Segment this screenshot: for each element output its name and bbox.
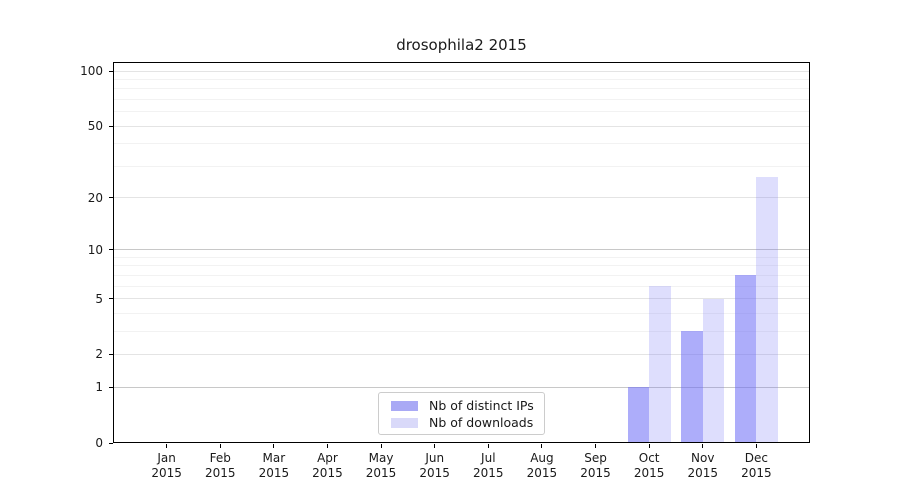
gridline-minor: [114, 88, 810, 90]
x-tick: [380, 444, 382, 448]
x-tick: [166, 444, 168, 448]
x-tick: [326, 444, 328, 448]
gridline-major: [114, 353, 810, 355]
x-tick: [273, 444, 275, 448]
y-tick-label: 100: [80, 64, 103, 78]
gridline-minor: [114, 143, 810, 145]
y-tick-label: 20: [87, 190, 103, 205]
x-tick: [434, 444, 436, 448]
y-tick: [109, 125, 113, 127]
x-tick-label: Jan 2015: [151, 451, 182, 480]
bar-distinct-ips: [681, 331, 703, 443]
bar-downloads: [702, 298, 725, 443]
bar-downloads: [649, 286, 671, 443]
x-tick-label: Dec 2015: [741, 451, 772, 480]
x-tick: [595, 444, 597, 448]
x-tick: [648, 444, 650, 448]
gridline-major: [114, 125, 810, 127]
gridline-major: [114, 197, 810, 199]
x-tick: [541, 444, 543, 448]
x-tick-label: Feb 2015: [204, 451, 236, 480]
gridline-minor: [114, 274, 810, 276]
gridline-minor: [114, 78, 810, 80]
legend: Nb of distinct IPs Nb of downloads: [378, 392, 545, 435]
gridline-major: [114, 70, 810, 72]
gridline-major: [114, 249, 810, 251]
x-tick: [219, 444, 221, 448]
legend-item-distinct-ips: Nb of distinct IPs: [385, 397, 538, 414]
gridline-minor: [114, 256, 810, 258]
chart-title: drosophila2 2015: [396, 36, 527, 54]
x-tick: [702, 444, 704, 448]
gridline-major: [114, 386, 810, 388]
legend-label-downloads: Nb of downloads: [429, 415, 534, 430]
y-tick-label: 50: [87, 119, 103, 134]
gridline-minor: [114, 330, 810, 332]
y-tick: [109, 249, 113, 251]
legend-swatch-distinct-ips: [391, 400, 418, 411]
y-tick: [109, 353, 113, 355]
legend-label-distinct-ips: Nb of distinct IPs: [429, 398, 534, 413]
bar-distinct-ips: [627, 387, 650, 443]
x-tick-label: Mar 2015: [258, 451, 290, 480]
x-tick-label: Sep 2015: [580, 451, 611, 480]
gridline-minor: [114, 285, 810, 287]
x-tick-label: Apr 2015: [312, 451, 343, 480]
x-tick-label: Jul 2015: [473, 451, 504, 480]
x-tick-label: Nov 2015: [687, 451, 719, 480]
x-tick: [755, 444, 757, 448]
y-tick-label: 10: [87, 242, 103, 257]
gridline-minor: [114, 165, 810, 167]
y-tick-label: 2: [95, 347, 103, 362]
bar-distinct-ips: [734, 275, 757, 443]
y-tick-label: 0: [95, 436, 103, 450]
y-tick: [109, 298, 113, 300]
legend-swatch-downloads: [391, 417, 418, 428]
x-tick-label: Oct 2015: [633, 451, 665, 480]
x-tick-label: May 2015: [365, 451, 397, 480]
gridline-minor: [114, 265, 810, 267]
gridline-minor: [114, 111, 810, 113]
gridline-minor: [114, 98, 810, 100]
bar-downloads: [756, 177, 778, 443]
y-tick: [109, 442, 113, 444]
gridline-major: [114, 298, 810, 300]
y-tick: [109, 70, 113, 72]
x-tick: [487, 444, 489, 448]
gridline-minor: [114, 312, 810, 314]
x-tick-label: Jun 2015: [419, 451, 450, 480]
legend-item-downloads: Nb of downloads: [385, 414, 538, 431]
x-tick-label: Aug 2015: [526, 451, 558, 480]
y-tick-label: 1: [95, 380, 103, 395]
y-tick-label: 5: [95, 291, 103, 306]
y-tick: [109, 197, 113, 199]
y-tick: [109, 386, 113, 388]
